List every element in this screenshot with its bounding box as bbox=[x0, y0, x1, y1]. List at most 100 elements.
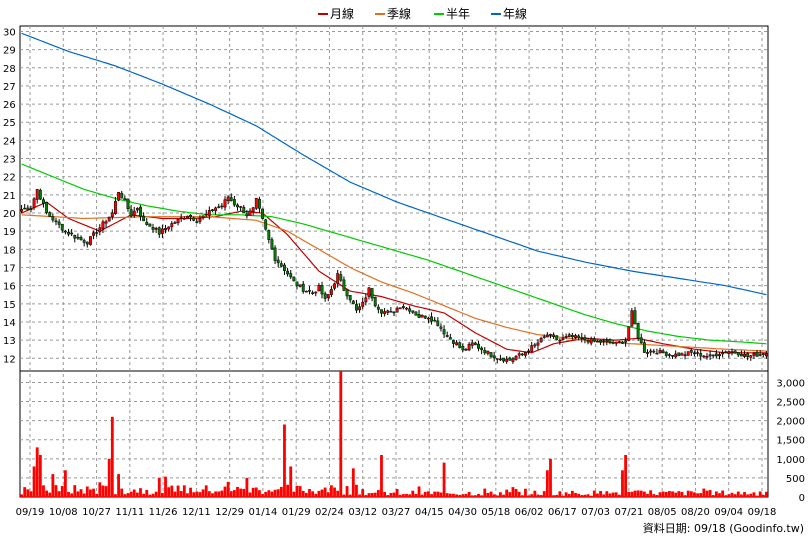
volume-bar bbox=[592, 490, 596, 497]
volume-bar bbox=[38, 455, 42, 497]
volume-bar bbox=[411, 490, 415, 497]
candle-body bbox=[420, 314, 424, 318]
volume-bar bbox=[524, 488, 527, 497]
volume-bar bbox=[57, 491, 61, 497]
legend: 月線 季線 半年 年線 bbox=[318, 6, 527, 21]
candle-body bbox=[92, 232, 95, 236]
volume-bar bbox=[727, 494, 731, 497]
volume-bar bbox=[530, 494, 534, 497]
volume-bar bbox=[214, 491, 218, 497]
volume-bar bbox=[730, 492, 734, 497]
volume-bar bbox=[223, 486, 227, 497]
volume-bar bbox=[20, 494, 23, 497]
volume-bar bbox=[157, 478, 161, 497]
candle-body bbox=[386, 310, 390, 313]
legend-label: 季線 bbox=[387, 6, 411, 21]
volume-bar bbox=[276, 489, 280, 497]
candle-body bbox=[67, 231, 70, 235]
volume-bars bbox=[20, 371, 768, 497]
candle-body bbox=[139, 206, 142, 217]
candle-body bbox=[273, 247, 277, 261]
volume-bar bbox=[295, 485, 299, 497]
volume-bar bbox=[699, 493, 703, 497]
candle-body bbox=[157, 227, 161, 235]
candle-body bbox=[430, 316, 433, 322]
price-tick-label: 22 bbox=[3, 173, 16, 184]
price-tick-label: 23 bbox=[3, 155, 16, 166]
volume-bar bbox=[555, 494, 559, 497]
candle-body bbox=[520, 353, 524, 356]
volume-bar bbox=[502, 494, 505, 497]
candle-body bbox=[658, 349, 662, 354]
candle-body bbox=[577, 335, 581, 338]
date-tick-label: 08/20 bbox=[681, 507, 710, 518]
candle-body bbox=[755, 351, 759, 357]
volume-bar bbox=[708, 490, 712, 497]
volume-bar bbox=[549, 458, 552, 497]
candle-body bbox=[608, 339, 612, 343]
volume-bar bbox=[458, 494, 462, 497]
candle-body bbox=[301, 283, 305, 292]
volume-bar bbox=[370, 493, 374, 497]
volume-bar bbox=[201, 489, 205, 497]
date-tick-label: 10/27 bbox=[82, 507, 111, 518]
candle-body bbox=[148, 223, 152, 227]
volume-bar bbox=[689, 491, 693, 497]
candle-body bbox=[104, 221, 108, 224]
price-tick-label: 27 bbox=[3, 82, 16, 93]
candle-body bbox=[182, 218, 186, 220]
volume-bar bbox=[696, 493, 699, 497]
volume-bar bbox=[35, 447, 39, 497]
volume-bar bbox=[405, 493, 408, 497]
ma-line-半年 bbox=[21, 163, 767, 345]
volume-bar bbox=[718, 493, 721, 497]
volume-bar bbox=[470, 495, 474, 497]
candle-body bbox=[439, 326, 443, 329]
candle-body bbox=[727, 351, 731, 354]
candle-body bbox=[473, 342, 477, 346]
date-tick-label: 11/11 bbox=[115, 507, 144, 518]
candle-body bbox=[195, 221, 199, 223]
candle-body bbox=[495, 358, 499, 360]
volume-bar bbox=[442, 462, 446, 497]
volume-bar bbox=[139, 488, 142, 497]
volume-bar bbox=[433, 491, 437, 497]
candle-body bbox=[749, 355, 753, 358]
candle-body bbox=[574, 335, 577, 339]
candle-body bbox=[711, 354, 715, 357]
volume-tick-label: 0 bbox=[799, 493, 805, 504]
volume-bar bbox=[160, 493, 164, 497]
candle-body bbox=[217, 206, 221, 208]
candle-body bbox=[198, 218, 202, 222]
ma-line-年線 bbox=[21, 32, 767, 296]
candle-body bbox=[408, 308, 412, 312]
candle-body bbox=[570, 334, 574, 338]
volume-bar bbox=[739, 494, 743, 497]
candle-body bbox=[345, 289, 349, 297]
candle-body bbox=[370, 288, 374, 299]
candle-body bbox=[145, 221, 149, 225]
volume-bar bbox=[76, 491, 80, 497]
volume-bar bbox=[254, 487, 258, 497]
candle-body bbox=[455, 342, 459, 346]
volume-bar bbox=[289, 466, 293, 497]
candle-body bbox=[308, 290, 311, 292]
volume-bar bbox=[323, 487, 327, 497]
candle-body bbox=[167, 226, 171, 230]
volume-bar bbox=[508, 492, 512, 497]
candle-body bbox=[98, 227, 102, 233]
volume-bar bbox=[714, 491, 718, 497]
volume-bar bbox=[464, 493, 468, 497]
candle-body bbox=[426, 317, 430, 320]
volume-bar bbox=[154, 491, 158, 497]
volume-bar bbox=[492, 494, 496, 497]
price-plot-area bbox=[19, 25, 769, 372]
candle-body bbox=[452, 340, 455, 344]
candle-body bbox=[395, 307, 399, 313]
volume-bar bbox=[455, 494, 459, 497]
candle-body bbox=[448, 337, 452, 340]
candle-body bbox=[602, 340, 606, 343]
candle-body bbox=[667, 354, 671, 356]
candle-body bbox=[414, 311, 418, 316]
